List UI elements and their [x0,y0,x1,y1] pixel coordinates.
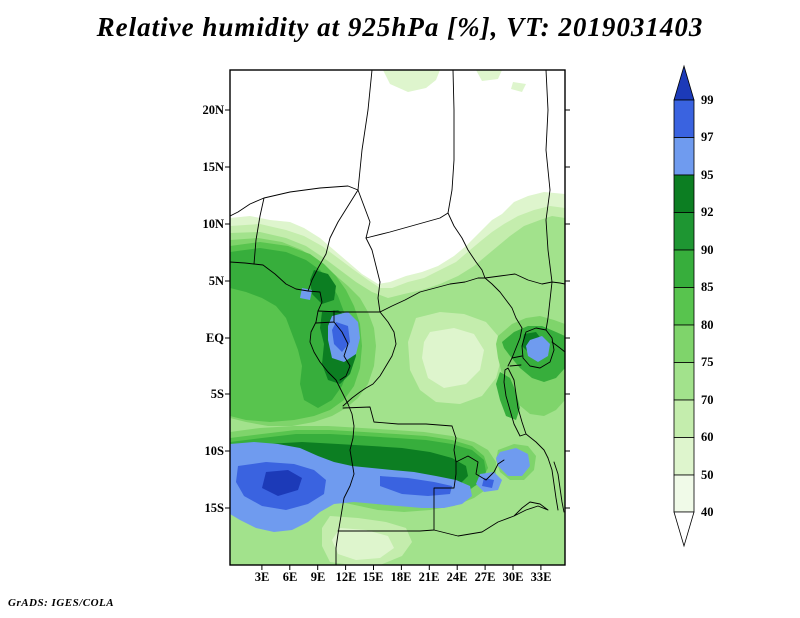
lon-label-4: 15E [362,570,384,584]
lat-label-1: 15N [202,160,224,174]
colorbar-segment-80-85 [673,287,695,326]
country-borders [230,70,565,565]
borders-central [315,212,486,407]
lat-label-7: 15S [204,501,224,515]
lat-label-5: 5S [210,387,224,401]
plot-title: Relative humidity at 925hPa [%], VT: 201… [96,12,704,42]
colorbar-segment-95-97 [673,137,695,176]
colorbar-label-10: 50 [701,468,714,482]
colorbar-segment-85-90 [673,249,695,288]
lon-ticks-bottom [261,565,542,570]
colorbar-segment-60-70 [673,399,695,438]
lat-ticks-left [225,109,230,509]
fill-rh50-north-patch-2 [476,70,502,81]
colorbar-label-11: 40 [701,505,714,519]
lake-malawi [547,457,565,513]
fill-rh97-pedicle-core [482,478,494,488]
colorbar-segment-50-60 [673,437,695,476]
colorbar-arrow-bottom [673,511,695,548]
fill-rh50-north-patch-1 [383,70,440,92]
lon-label-6: 21E [418,570,440,584]
lat-ticks-right [565,109,570,509]
colorbar-label-0: 99 [701,93,714,107]
fill-rh85-tanganyika-strip [496,372,520,420]
fill-rh50-north-patch-3 [511,82,526,92]
lon-label-10: 33E [530,570,552,584]
colorbar [673,64,695,548]
lon-label-1: 6E [282,570,298,584]
lon-label-3: 12E [335,570,357,584]
colorbar-segment-40-50 [673,474,695,513]
lat-label-6: 10S [204,444,224,458]
colorbar-label-8: 70 [701,393,714,407]
colorbar-label-6: 80 [701,318,714,332]
colorbar-segment-90-92 [673,212,695,251]
lat-label-4: EQ [205,331,224,345]
borders-north [230,70,455,292]
colorbar-arrow-top [673,64,695,101]
lon-label-2: 9E [310,570,326,584]
humidity-map [225,69,570,570]
lon-label-7: 24E [446,570,468,584]
colorbar-label-2: 95 [701,168,714,182]
borders-south [337,406,549,537]
borders-east [484,70,565,367]
colorbar-segment-97-99 [673,99,695,138]
colorbar-label-9: 60 [701,430,714,444]
grads-credit: GrADS: IGES/COLA [8,597,115,609]
axis-ticks [225,109,570,570]
lon-label-9: 30E [502,570,524,584]
fill-rh95-east-patch [496,448,530,476]
fill-rh92-cameroon-highlands [310,270,336,304]
contour-fills [230,70,565,565]
fill-dry-southwest-core [332,528,394,560]
colorbar-segment-70-75 [673,362,695,401]
colorbar-label-4: 90 [701,243,714,257]
lon-label-5: 18E [390,570,412,584]
lon-label-0: 3E [254,570,270,584]
lat-label-3: 5N [208,274,224,288]
colorbar-segment-75-80 [673,324,695,363]
fill-rh97-gabon-core [332,322,350,352]
fill-interior-dry-core [422,328,484,388]
colorbar-label-1: 97 [701,130,714,144]
colorbar-label-7: 75 [701,355,714,369]
lat-label-2: 10N [202,217,224,231]
coastline-west-africa [230,261,355,565]
lon-label-8: 27E [474,570,496,584]
fill-rh95-victoria [526,336,550,362]
fill-rh99-ocean-spot [262,470,302,496]
colorbar-label-3: 92 [701,205,714,219]
lat-label-0: 20N [202,103,224,117]
lake-victoria [521,327,555,369]
lake-tanganyika [503,367,527,437]
map-frame [229,69,566,566]
colorbar-label-5: 85 [701,280,714,294]
colorbar-segment-92-95 [673,174,695,213]
